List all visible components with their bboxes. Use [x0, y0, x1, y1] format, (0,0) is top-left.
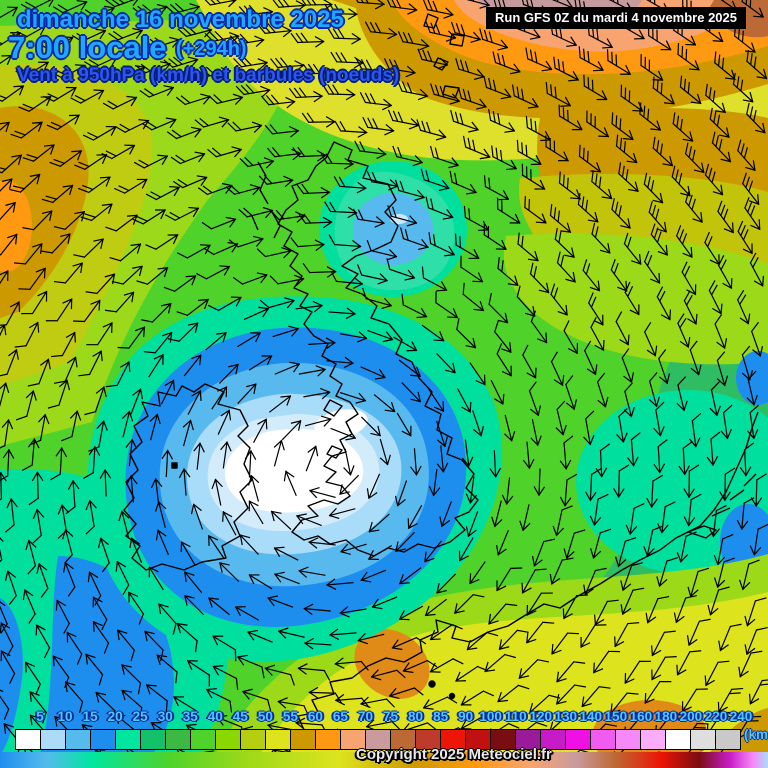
legend-cell: [491, 730, 516, 749]
legend-tick-label: 220: [704, 709, 728, 724]
legend-cell: [16, 730, 41, 749]
coastline-hebrides: [251, 161, 281, 239]
legend-tick-label: 130: [554, 709, 578, 724]
legend-cell: [416, 730, 441, 749]
legend-cell: [341, 730, 366, 749]
legend-cell: [691, 730, 716, 749]
legend-cell: [241, 730, 266, 749]
legend-tick-label: 150: [604, 709, 628, 724]
legend-cell: [716, 730, 740, 749]
legend-tick-label: 90: [458, 709, 474, 724]
legend-cell: [66, 730, 91, 749]
legend-cell: [566, 730, 591, 749]
coastline-isle-of-man: [323, 399, 343, 417]
channel-island: [428, 680, 436, 688]
legend-tick-label: 50: [257, 709, 273, 724]
legend-tick-label: 15: [82, 709, 98, 724]
legend-tick-label: 70: [357, 709, 373, 724]
legend-cell: [166, 730, 191, 749]
legend-cell: [591, 730, 616, 749]
legend-cell: [316, 730, 341, 749]
legend-cell: [141, 730, 166, 749]
legend-cell: [391, 730, 416, 749]
legend-cell: [91, 730, 116, 749]
legend-cell: [266, 730, 291, 749]
legend-tick-label: 75: [383, 709, 399, 724]
legend-tick-label: 100: [479, 709, 502, 724]
legend-tick-label: 120: [529, 709, 552, 724]
legend-tick-label: 160: [629, 709, 653, 724]
station-dot: [171, 462, 178, 469]
legend-cell: [191, 730, 216, 749]
legend-cell: [466, 730, 491, 749]
legend-tick-label: 240: [729, 709, 753, 724]
legend-cell: [441, 730, 466, 749]
legend-cell: [41, 730, 66, 749]
coastline-great-britain: [277, 141, 479, 557]
legend-tick-label: 200: [679, 709, 703, 724]
legend-unit-label: (km: [744, 727, 768, 742]
legend-tick-label: 40: [207, 709, 223, 724]
legend-tick-label: 180: [654, 709, 678, 724]
legend-tick-label: 85: [433, 709, 449, 724]
legend-cell: [516, 730, 541, 749]
coastlines-layer: [123, 13, 759, 768]
legend-cell: [216, 730, 241, 749]
legend-tick-labels: 5 10 15 20 25 30 35 40 45 50 55 60 65 70 75 80 85 90 100 11…: [0, 709, 768, 727]
legend-tick-label: 10: [57, 709, 73, 724]
legend-cell: [116, 730, 141, 749]
legend-tick-label: 5: [36, 709, 44, 724]
legend-tick-label: 110: [504, 709, 527, 724]
coastline-anglesey: [326, 445, 343, 459]
coastline-orkney-shetland: [423, 13, 465, 99]
legend-tick-label: 65: [332, 709, 348, 724]
legend-gradient-strip: [0, 752, 768, 768]
legend-tick-label: 80: [408, 709, 424, 724]
legend-tick-label: 55: [282, 709, 298, 724]
legend-cell: [666, 730, 691, 749]
legend-cell: [541, 730, 566, 749]
coastline-zeeland-islands: [687, 473, 757, 539]
legend-tick-label: 60: [307, 709, 323, 724]
legend-cell: [616, 730, 641, 749]
legend-cell: [641, 730, 666, 749]
model-run-banner: Run GFS 0Z du mardi 4 novembre 2025: [485, 7, 746, 29]
channel-island: [448, 692, 456, 700]
copyright-label: Copyright 2025 Meteociel.fr: [356, 746, 552, 763]
coastline-ireland: [123, 383, 253, 571]
legend-cell: [366, 730, 391, 749]
legend-tick-label: 20: [107, 709, 123, 724]
legend-cell: [291, 730, 316, 749]
legend-tick-label: 30: [157, 709, 173, 724]
legend-tick-label: 25: [132, 709, 148, 724]
legend-tick-label: 35: [182, 709, 198, 724]
legend-color-bar: [15, 729, 741, 750]
legend-tick-label: 45: [232, 709, 248, 724]
legend-tick-label: 140: [579, 709, 603, 724]
